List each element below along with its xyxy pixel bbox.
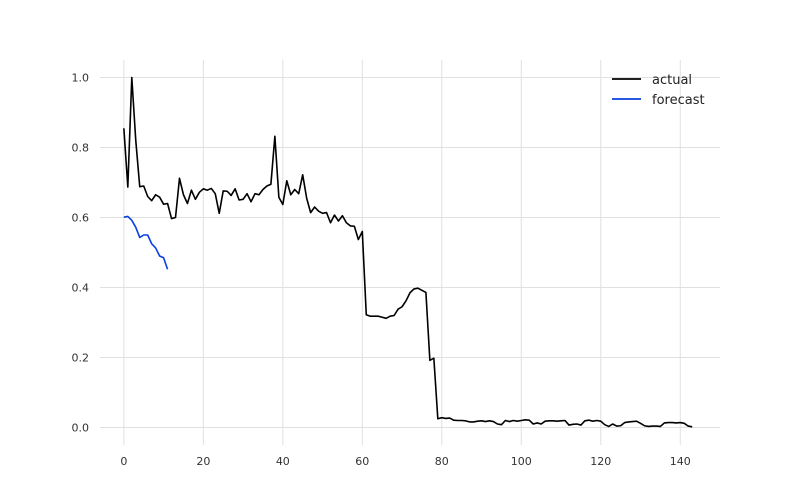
legend: actual forecast: [612, 73, 705, 108]
series-lines: [123, 76, 693, 428]
x-tick-label: 40: [276, 455, 290, 468]
x-tick-label: 60: [355, 455, 369, 468]
x-tick-label: 0: [120, 455, 127, 468]
legend-label-forecast: forecast: [652, 93, 705, 108]
series-line-forecast: [123, 215, 169, 270]
axes: 0 20 40 60 80 100 120 140 0.0 0.2 0.4 0.6 0.8 1.0: [72, 72, 691, 469]
x-tick-label: 80: [435, 455, 449, 468]
y-tick-label: 0.2: [72, 352, 90, 365]
y-tick-label: 0.0: [72, 422, 90, 435]
y-tick-label: 1.0: [72, 72, 90, 85]
x-tick-label: 20: [196, 455, 210, 468]
x-tick-label: 120: [590, 455, 611, 468]
y-tick-label: 0.6: [72, 212, 90, 225]
grid: [100, 60, 720, 445]
series-line-actual: [123, 76, 693, 428]
y-tick-label: 0.8: [72, 142, 90, 155]
x-tick-label: 140: [670, 455, 691, 468]
x-tick-label: 100: [511, 455, 532, 468]
legend-label-actual: actual: [652, 73, 692, 88]
y-tick-label: 0.4: [72, 282, 90, 295]
